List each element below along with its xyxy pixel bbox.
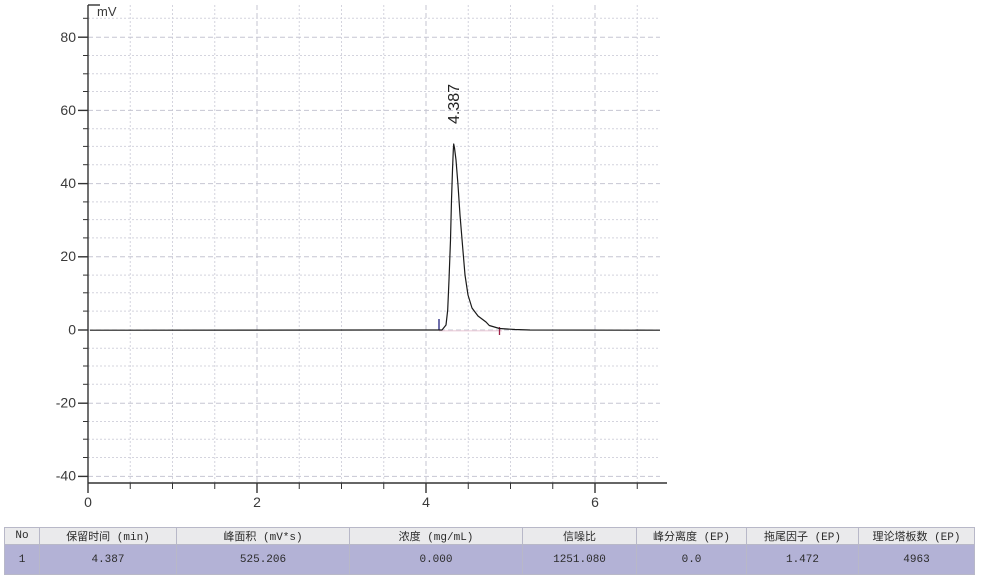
svg-text:40: 40 [60, 175, 76, 191]
svg-text:-20: -20 [56, 395, 76, 411]
svg-text:0: 0 [84, 494, 92, 510]
svg-text:0: 0 [68, 322, 76, 338]
svg-text:mV: mV [97, 4, 117, 19]
svg-text:4: 4 [422, 494, 430, 510]
svg-text:80: 80 [60, 29, 76, 45]
svg-text:4.387: 4.387 [446, 84, 463, 124]
svg-text:2: 2 [253, 494, 261, 510]
svg-text:20: 20 [60, 248, 76, 264]
svg-text:6: 6 [591, 494, 599, 510]
svg-text:-40: -40 [56, 468, 76, 484]
svg-text:60: 60 [60, 102, 76, 118]
